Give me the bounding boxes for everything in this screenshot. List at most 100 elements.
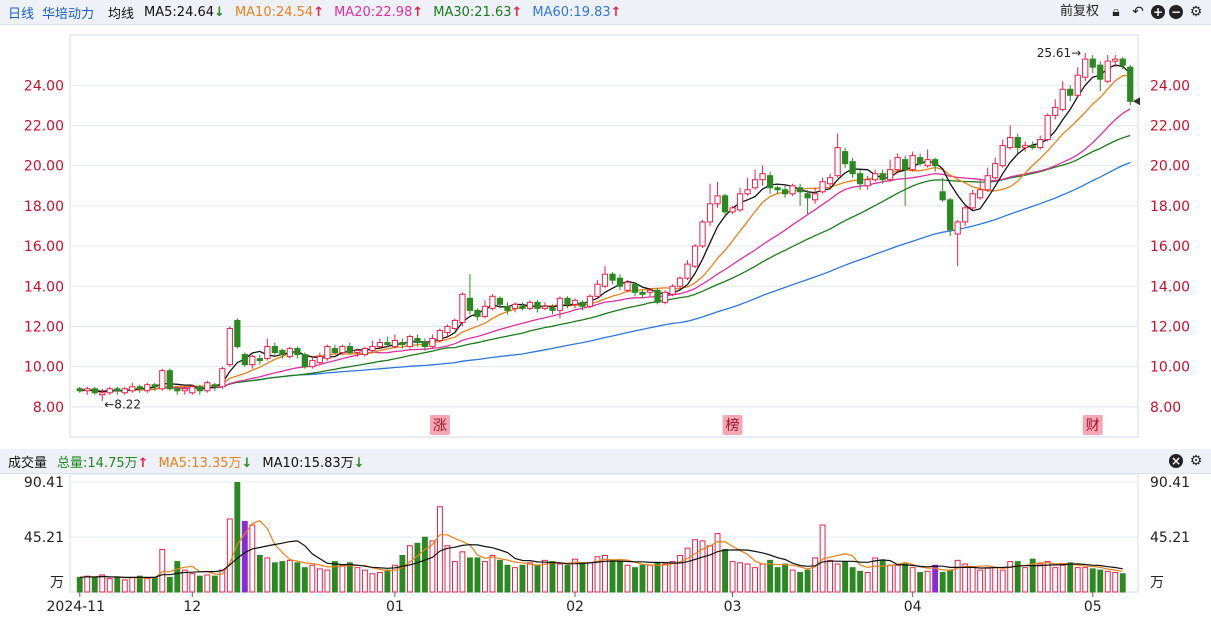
gear-icon[interactable]: ⚙: [1189, 453, 1203, 469]
volume-legend-item[interactable]: MA10:15.83万↓: [262, 456, 364, 471]
volume-bar: [421, 536, 428, 593]
volume-bar: [564, 564, 571, 593]
candle-body: [894, 157, 901, 171]
candle-body: [1052, 106, 1059, 116]
volume-bar: [256, 554, 263, 593]
volume-bar: [444, 545, 451, 593]
volume-legend-label: MA5:13.35万: [158, 455, 242, 471]
volume-chart[interactable]: 90.41 90.41 45.21 45.21 万 万 2024-11 12 01 02 03 04 0…: [0, 474, 1211, 617]
candle: [159, 368, 166, 391]
zoom-out-icon[interactable]: −: [1169, 5, 1183, 19]
candle-body: [766, 175, 774, 189]
volume-bar: [1119, 573, 1126, 593]
candle-body: [1127, 66, 1134, 102]
candle-body: [211, 384, 218, 388]
volume-bar: [654, 562, 661, 593]
candle: [834, 133, 841, 178]
candle-body: [751, 179, 759, 189]
indicator-label[interactable]: 均线: [108, 6, 135, 22]
candle: [436, 328, 444, 343]
candle: [361, 346, 369, 357]
ma-legend-item[interactable]: MA20:22.98↑: [334, 5, 423, 20]
volume-bar: [331, 561, 338, 593]
price-chart[interactable]: 8.00 8.00 10.00 10.00 12.00 12.00 14.00 14.00 16…: [0, 25, 1211, 449]
zoom-in-icon[interactable]: +: [1151, 5, 1165, 19]
candle-body: [721, 195, 729, 213]
candle: [241, 352, 248, 367]
candle-body: [706, 203, 714, 223]
gear-icon[interactable]: ⚙: [1189, 4, 1203, 20]
candle: [174, 386, 181, 395]
undo-icon[interactable]: ↶: [1132, 4, 1144, 20]
stock-name[interactable]: 华培动力: [42, 6, 95, 22]
volume-bar: [1029, 558, 1036, 593]
candle: [729, 205, 736, 214]
y-tick-label-right: 24.00: [1150, 78, 1190, 94]
candle-body: [481, 305, 489, 317]
volume-bar: [497, 559, 503, 593]
volume-bar: [857, 570, 864, 593]
candle-body: [316, 356, 323, 364]
volume-bar: [804, 569, 811, 593]
candle: [736, 187, 744, 212]
candle-body: [1089, 58, 1096, 68]
candle-body: [872, 173, 879, 181]
candle: [661, 290, 669, 305]
candle-body: [932, 159, 939, 167]
volume-bar: [737, 562, 744, 593]
candle-body: [1014, 137, 1021, 149]
volume-bar: [782, 563, 789, 593]
volume-bar: [234, 481, 241, 593]
candle: [699, 219, 706, 249]
candle-body: [391, 340, 399, 348]
ma-legend-item[interactable]: MA5:24.64↓: [144, 5, 225, 20]
volume-bar: [894, 564, 901, 593]
candle: [977, 179, 984, 200]
candle-body: [909, 155, 916, 171]
candle-body: [887, 169, 894, 181]
candle: [864, 175, 871, 190]
candle-body: [474, 309, 481, 317]
volume-bar: [1112, 572, 1119, 593]
candle-body: [1037, 139, 1044, 149]
volume-bar: [692, 539, 698, 593]
y-tick-label-left: 24.00: [24, 78, 64, 94]
adjust-selector[interactable]: 前复权: [1059, 4, 1099, 19]
volume-legend-item[interactable]: 总量:14.75万↑: [57, 456, 149, 471]
candle: [204, 380, 211, 393]
ma-legend-item[interactable]: MA30:21.63↑: [433, 5, 522, 20]
volume-bar: [827, 559, 834, 593]
y-tick-label-left: 18.00: [24, 199, 64, 215]
candle-body: [301, 354, 308, 368]
candle-body: [541, 305, 549, 309]
candle-body: [331, 348, 338, 354]
ma-legend-item[interactable]: MA60:19.83↑: [532, 5, 621, 20]
close-icon[interactable]: ×: [1169, 454, 1183, 468]
candle-body: [977, 189, 984, 199]
candle-body: [196, 386, 203, 392]
candle-body: [256, 358, 263, 362]
period-label[interactable]: 日线: [8, 6, 35, 22]
volume-bar: [241, 520, 248, 593]
volume-bar: [789, 569, 796, 593]
volume-bar: [482, 561, 488, 593]
lock-icon[interactable]: 🔒︎: [1112, 4, 1120, 20]
arrow-up-icon: ↑: [610, 4, 622, 20]
candle: [947, 197, 954, 236]
volume-bar: [587, 562, 593, 593]
candle-body: [1029, 145, 1036, 149]
candle: [294, 346, 301, 359]
event-marker: 财: [1082, 415, 1103, 435]
volume-bar: [399, 554, 406, 593]
volume-bar: [504, 564, 511, 593]
volume-bar: [114, 576, 121, 593]
x-tick-label: 02: [566, 599, 584, 615]
candle: [1007, 125, 1014, 150]
x-tick-label: 03: [724, 599, 742, 615]
volume-ma5-line: [79, 519, 1123, 579]
volume-bar: [969, 565, 976, 593]
volume-bar: [136, 575, 143, 593]
ma-legend-item[interactable]: MA10:24.54↑: [235, 5, 324, 20]
volume-legend-item[interactable]: MA5:13.35万↓: [159, 456, 253, 471]
volume-bar: [384, 569, 391, 593]
